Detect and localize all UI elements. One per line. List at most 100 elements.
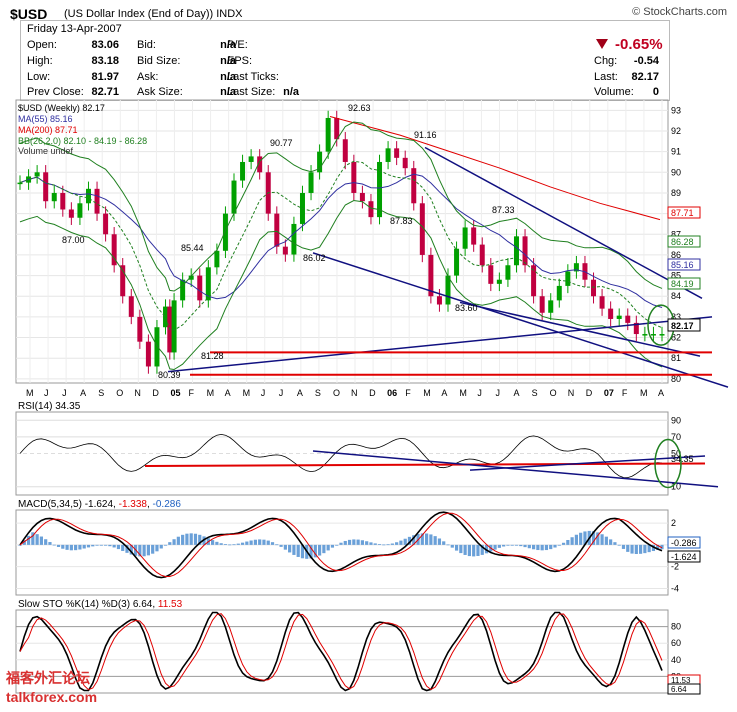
macd-hist-bar	[44, 539, 48, 545]
macd-hist-bar	[365, 541, 369, 545]
price-bar	[145, 341, 151, 367]
macd-hist-bar	[78, 544, 82, 550]
price-bar	[496, 279, 502, 284]
rsi-right-label: 34.35	[671, 454, 694, 464]
macd-hist-bar	[484, 544, 489, 554]
price-bar	[154, 327, 160, 367]
price-y-tick: 84	[671, 291, 681, 301]
macd-hist-bar	[116, 544, 121, 550]
macd-signal-line	[19, 512, 663, 577]
macd-hist-bar	[553, 544, 557, 548]
macd-hist-bar	[386, 544, 390, 546]
macd-hist-bar	[176, 536, 180, 545]
macd-hist-bar	[454, 544, 459, 551]
price-bar	[137, 316, 143, 342]
x-tick-label: 07	[604, 388, 614, 398]
macd-hist-bar	[377, 544, 382, 545]
rsi-highlight-circle	[654, 438, 682, 489]
macd-line	[19, 511, 663, 579]
macd-hist-bar	[591, 531, 596, 545]
price-y-tick: 89	[671, 188, 681, 198]
price-annotations: 87.00 85.44 81.28 80.39 90.77 92.63 86.0…	[62, 103, 515, 380]
price-bar	[616, 315, 622, 319]
price-y-tick: 82	[671, 333, 681, 343]
x-tick-label: S	[532, 388, 538, 398]
macd-hist-bar	[142, 544, 146, 557]
macd-grid: -4-202	[16, 518, 679, 593]
exchange-text: INDX	[216, 8, 243, 20]
ask-size-label: Ask Size:	[137, 86, 183, 98]
macd-hist-bar	[510, 544, 514, 546]
quote-box: Friday 13-Apr-2007 Open: 83.06 High: 83.…	[20, 20, 670, 101]
macd-hist-bar	[390, 543, 394, 545]
macd-right-label-macd: -1.624	[671, 552, 697, 562]
price-bar	[111, 234, 117, 266]
symbol-title: $USD	[10, 6, 48, 22]
annotation-87-83: 87.83	[390, 216, 413, 226]
rsi-support-line	[144, 462, 706, 467]
macd-hist-bar	[279, 544, 283, 547]
price-bar	[402, 157, 408, 169]
macd-hist-bar	[532, 544, 536, 550]
price-bar	[454, 248, 460, 276]
macd-hist-bar	[403, 538, 407, 545]
macd-hist-bar	[56, 544, 61, 547]
rsi-lines	[19, 433, 719, 489]
x-tick-label: F	[189, 388, 195, 398]
price-bar	[325, 117, 331, 152]
annotation-85-44: 85.44	[181, 243, 204, 253]
x-tick-label: O	[116, 388, 123, 398]
macd-hist-bar	[159, 544, 163, 549]
x-tick-label: A	[441, 388, 447, 398]
macd-hist-bar	[613, 542, 617, 545]
down-arrow-icon	[596, 39, 608, 49]
price-bar	[222, 213, 228, 251]
macd-hist-bar	[52, 544, 56, 546]
price-bar	[377, 161, 383, 218]
price-bar	[608, 308, 614, 319]
watermark-site: talkforex.com	[6, 689, 98, 705]
price-y-tick: 86	[671, 250, 681, 260]
macd-hist-bar	[639, 544, 643, 554]
rsi-line	[19, 433, 663, 479]
price-y-tick: 90	[671, 167, 681, 177]
x-tick-label: O	[333, 388, 340, 398]
macd-hist-bar	[583, 531, 587, 545]
x-tick-label: N	[351, 388, 358, 398]
macd-hist-bar	[523, 544, 527, 548]
macd-hist-bar	[258, 539, 262, 545]
x-tick-label: A	[514, 388, 520, 398]
macd-hist-bar	[352, 539, 356, 545]
price-bar	[68, 209, 74, 218]
macd-hist-bar	[270, 542, 275, 545]
x-tick-label: M	[26, 388, 34, 398]
x-tick-label: A	[80, 388, 86, 398]
rsi-y-tick: 50	[671, 449, 681, 459]
price-bar	[94, 188, 100, 214]
macd-hist-bar	[519, 544, 523, 547]
macd-y-tick: 2	[671, 518, 676, 528]
rsi-trend-line	[312, 450, 719, 488]
x-tick-label: J	[44, 388, 49, 398]
x-tick-label: J	[477, 388, 482, 398]
price-bar	[556, 285, 562, 301]
macd-hist-bar	[497, 544, 501, 548]
macd-hist-bar	[155, 544, 159, 552]
change-percent: -0.65%	[615, 36, 663, 53]
macd-hist-bar	[630, 544, 634, 554]
macd-hist-bar	[309, 544, 313, 559]
legend-price: $USD (Weekly) 82.17	[18, 103, 105, 113]
price-bar	[625, 315, 631, 323]
macd-lines	[19, 511, 663, 579]
annotation-92-63: 92.63	[348, 103, 371, 113]
macd-hist-bar	[228, 544, 232, 546]
x-tick-label: D	[369, 388, 376, 398]
price-bar	[163, 306, 169, 328]
macd-hist-bar	[463, 544, 467, 555]
legend-ma55: MA(55) 85.16	[18, 114, 73, 124]
price-bar	[77, 203, 83, 218]
macd-hist-bar	[609, 539, 613, 545]
macd-hist-bar	[660, 544, 664, 550]
annotation-83-60: 83.60	[455, 303, 478, 313]
price-bar	[257, 156, 263, 173]
